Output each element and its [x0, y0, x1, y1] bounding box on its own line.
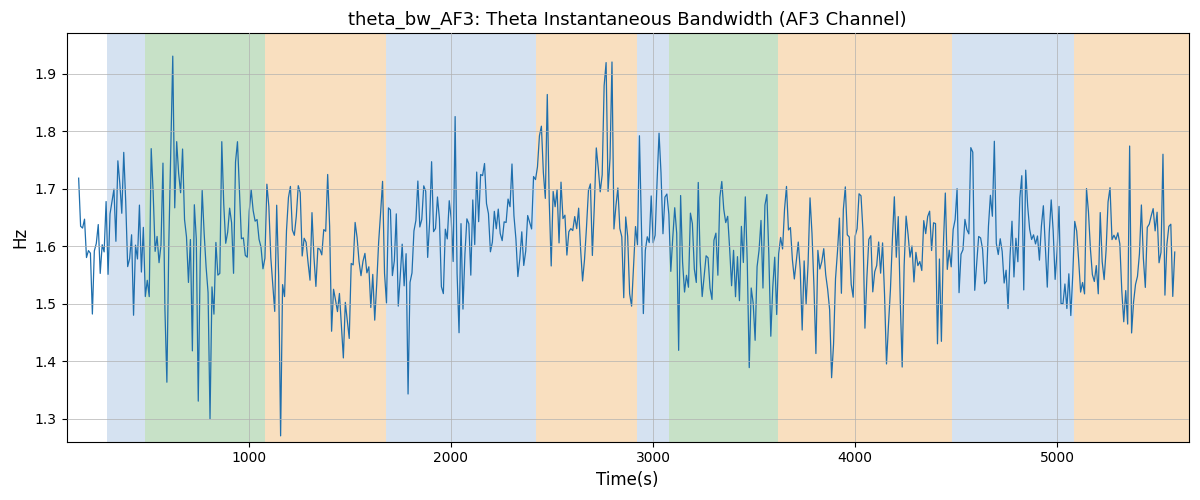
Bar — [779, 34, 953, 442]
Bar — [953, 34, 1074, 442]
Title: theta_bw_AF3: Theta Instantaneous Bandwidth (AF3 Channel): theta_bw_AF3: Theta Instantaneous Bandwi… — [348, 11, 907, 30]
X-axis label: Time(s): Time(s) — [596, 471, 659, 489]
Bar — [107, 34, 145, 442]
Bar — [637, 34, 670, 442]
Bar — [386, 34, 535, 442]
Bar — [670, 34, 779, 442]
Y-axis label: Hz: Hz — [11, 227, 29, 248]
Bar — [535, 34, 637, 442]
Bar — [265, 34, 386, 442]
Bar — [1074, 34, 1189, 442]
Bar — [145, 34, 265, 442]
